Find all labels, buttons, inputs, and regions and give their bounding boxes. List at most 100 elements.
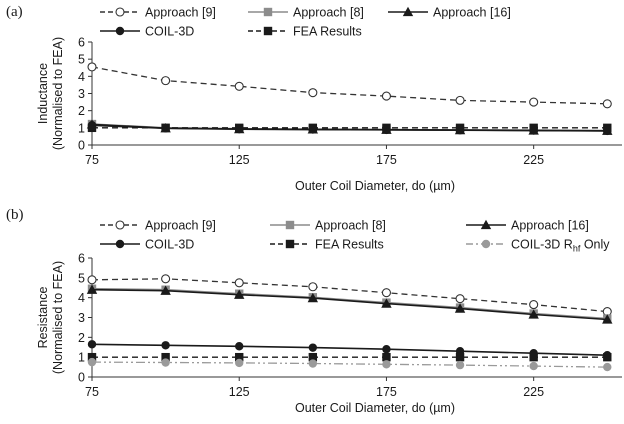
x-tick-label: 75 xyxy=(85,385,99,399)
y-tick-label: 0 xyxy=(78,371,85,385)
series-2 xyxy=(86,284,613,324)
legend-marker xyxy=(481,239,491,249)
legend-label: FEA Results xyxy=(293,25,362,39)
legend-label: COIL-3D xyxy=(145,238,194,252)
legend-marker xyxy=(480,219,492,230)
data-point xyxy=(161,123,170,133)
legend-marker xyxy=(285,239,295,249)
legend-label: Approach [9] xyxy=(145,219,216,233)
data-point xyxy=(161,76,171,86)
y-tick-label: 2 xyxy=(78,104,85,118)
legend-label: Approach [16] xyxy=(511,219,589,233)
y-tick-label: 6 xyxy=(78,36,85,50)
y-axis-label: Inductance(Normalised to FEA) xyxy=(36,37,65,150)
data-point xyxy=(603,362,612,372)
data-point xyxy=(161,352,170,362)
data-point xyxy=(87,62,97,72)
data-point xyxy=(529,123,538,133)
data-point xyxy=(87,275,97,285)
series-line xyxy=(91,66,608,105)
y-tick-label: 0 xyxy=(78,139,85,153)
data-point xyxy=(234,278,244,288)
x-axis-label: Outer Coil Diameter, do (µm) xyxy=(295,401,455,415)
data-point xyxy=(529,97,539,107)
data-point xyxy=(528,309,539,319)
data-point xyxy=(381,91,391,101)
data-point xyxy=(161,274,171,284)
data-point xyxy=(235,342,244,351)
legend-entry: COIL-3D xyxy=(100,238,194,252)
data-point xyxy=(602,314,613,324)
data-point xyxy=(529,300,539,310)
y-tick-label: 6 xyxy=(78,252,85,266)
data-point xyxy=(455,352,465,362)
legend-entry: FEA Results xyxy=(248,25,362,39)
y-tick-label: 1 xyxy=(78,351,85,365)
data-point xyxy=(602,99,612,109)
data-point xyxy=(454,303,466,313)
chart-panel-1: (b) 0 1 2 3 4 5 6 75 125 175 225 Outer Coil Diameter… xyxy=(6,207,622,415)
legend-marker xyxy=(263,26,273,36)
data-point xyxy=(603,123,612,133)
legend-label: Approach [9] xyxy=(145,6,216,20)
data-point xyxy=(235,352,244,362)
data-point xyxy=(234,289,245,299)
legend-entry: Approach [9] xyxy=(100,6,216,20)
data-point xyxy=(308,282,318,292)
series-line xyxy=(91,278,608,313)
y-tick-label: 3 xyxy=(78,87,85,101)
data-point xyxy=(603,352,612,362)
data-point xyxy=(86,284,98,294)
legend-marker xyxy=(402,6,414,17)
legend-label: COIL-3D xyxy=(145,25,194,39)
data-point xyxy=(87,357,97,367)
data-point xyxy=(308,343,318,352)
data-point xyxy=(87,123,97,133)
y-tick-label: 1 xyxy=(78,121,85,135)
y-axis-label: Resistance(Normalised to FEA) xyxy=(36,261,65,374)
data-point xyxy=(382,352,391,362)
data-point xyxy=(381,298,392,308)
data-point xyxy=(308,352,318,362)
data-point xyxy=(382,123,391,133)
x-tick-label: 175 xyxy=(376,153,397,167)
data-point xyxy=(381,288,391,298)
legend-entry: COIL-3D Rhf Only xyxy=(466,238,610,254)
legend-marker xyxy=(115,220,125,230)
data-point xyxy=(529,361,538,371)
legend-entry: Approach [9] xyxy=(100,219,216,233)
legend-marker xyxy=(115,26,125,36)
data-point xyxy=(455,123,465,133)
y-tick-label: 4 xyxy=(78,291,85,305)
legend-label: Approach [8] xyxy=(293,6,364,20)
data-point xyxy=(529,352,538,362)
x-tick-label: 125 xyxy=(229,153,250,167)
legend-label: Approach [8] xyxy=(315,219,386,233)
data-point xyxy=(235,358,244,368)
data-point xyxy=(308,359,318,368)
legend-entry: Approach [16] xyxy=(466,219,589,233)
x-tick-label: 225 xyxy=(523,385,544,399)
panel-label: (b) xyxy=(6,207,24,223)
data-point xyxy=(161,358,170,367)
series-4 xyxy=(87,123,612,133)
legend-entry: Approach [8] xyxy=(270,219,386,233)
data-point xyxy=(234,81,244,91)
series-0 xyxy=(87,62,612,109)
data-point xyxy=(455,360,465,370)
data-point xyxy=(308,88,318,98)
y-tick-label: 2 xyxy=(78,331,85,345)
y-tick-label: 4 xyxy=(78,70,85,84)
y-tick-label: 5 xyxy=(78,271,85,285)
legend-label: Approach [16] xyxy=(433,6,511,20)
data-point xyxy=(160,285,171,295)
data-point xyxy=(87,352,97,362)
legend-entry: FEA Results xyxy=(270,238,384,252)
y-tick-label: 3 xyxy=(78,311,85,325)
series-line xyxy=(91,287,608,320)
legend-entry: COIL-3D xyxy=(100,25,194,39)
data-point xyxy=(455,95,465,105)
data-point xyxy=(87,340,97,349)
series-line xyxy=(91,288,608,321)
